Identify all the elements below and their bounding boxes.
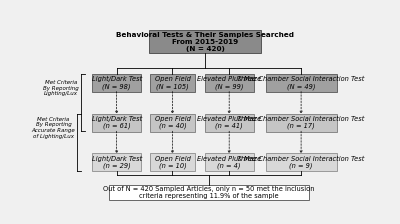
Text: Open Field
(n = 40): Open Field (n = 40)	[154, 116, 190, 129]
Text: Light/Dark Test
(N = 98): Light/Dark Test (N = 98)	[92, 76, 142, 90]
FancyBboxPatch shape	[92, 114, 141, 131]
FancyBboxPatch shape	[266, 153, 336, 171]
Text: Out of N = 420 Sampled Articles, only n = 50 met the inclusion
criteria represen: Out of N = 420 Sampled Articles, only n …	[103, 186, 315, 199]
FancyBboxPatch shape	[92, 74, 141, 92]
FancyBboxPatch shape	[204, 153, 254, 171]
Text: Open Field
(n = 10): Open Field (n = 10)	[154, 155, 190, 169]
Text: Elevated Plus Maze
(N = 99): Elevated Plus Maze (N = 99)	[197, 76, 261, 90]
Text: Light/Dark Test
(n = 61): Light/Dark Test (n = 61)	[92, 116, 142, 129]
FancyBboxPatch shape	[150, 74, 195, 92]
Text: Met Criteria
By Reporting
Accurate Range
of Lighting/Lux: Met Criteria By Reporting Accurate Range…	[32, 116, 76, 139]
Text: Elevated Plus Maze
(n = 41): Elevated Plus Maze (n = 41)	[197, 116, 261, 129]
Text: Three Chamber Social Interaction Test
(n = 17): Three Chamber Social Interaction Test (n…	[238, 116, 365, 129]
Text: Elevated Plus Maze
(n = 4): Elevated Plus Maze (n = 4)	[197, 155, 261, 169]
FancyBboxPatch shape	[204, 114, 254, 131]
Text: Light/Dark Test
(n = 29): Light/Dark Test (n = 29)	[92, 155, 142, 169]
FancyBboxPatch shape	[92, 153, 141, 171]
FancyBboxPatch shape	[266, 74, 336, 92]
FancyBboxPatch shape	[148, 30, 262, 53]
FancyBboxPatch shape	[109, 185, 309, 200]
FancyBboxPatch shape	[150, 114, 195, 131]
Text: Behavioral Tests & Their Samples Searched
From 2015-2019
(N = 420): Behavioral Tests & Their Samples Searche…	[116, 32, 294, 52]
Text: Open Field
(N = 105): Open Field (N = 105)	[154, 76, 190, 90]
Text: Three Chamber Social Interaction Test
(N = 49): Three Chamber Social Interaction Test (N…	[238, 76, 365, 90]
Text: Three Chamber Social Interaction Test
(n = 9): Three Chamber Social Interaction Test (n…	[238, 155, 365, 169]
FancyBboxPatch shape	[150, 153, 195, 171]
Text: Met Criteria
By Reporting
Lighting/Lux: Met Criteria By Reporting Lighting/Lux	[43, 80, 78, 96]
FancyBboxPatch shape	[204, 74, 254, 92]
FancyBboxPatch shape	[266, 114, 336, 131]
